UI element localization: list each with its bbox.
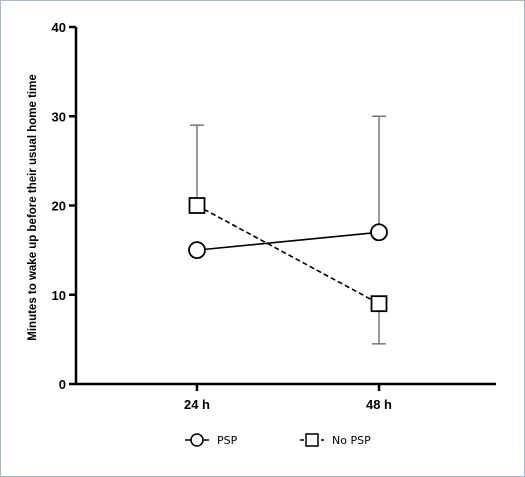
y-tick-label-1: 10 (52, 288, 66, 303)
error-bars (190, 115, 386, 345)
y-tick-label-3: 30 (52, 109, 66, 124)
x-tick-label-0: 24 h (184, 397, 210, 412)
series-markers (188, 197, 388, 313)
data-point-psp-1 (370, 223, 388, 242)
y-tick-label-4: 40 (52, 20, 66, 35)
data-point-no-psp-0 (188, 197, 206, 214)
legend-item-no-psp: No PSP (300, 433, 371, 447)
y-axis-ticks: 0 10 20 30 40 (52, 20, 76, 392)
error-bar-1-0-upper (190, 124, 204, 206)
legend-marker-1 (305, 433, 319, 447)
x-tick-label-1: 48 h (366, 397, 392, 412)
data-point-no-psp-1 (370, 295, 388, 313)
legend-item-psp: PSP (185, 433, 238, 447)
y-tick-label-0: 0 (59, 377, 66, 392)
series-line-psp (196, 231, 380, 251)
x-axis-ticks: 24 h 48 h (184, 384, 392, 412)
y-axis-label: Minutes to wake up before their usual ho… (27, 74, 39, 340)
legend-label-0: PSP (217, 434, 238, 447)
data-point-psp-0 (188, 241, 206, 260)
series-lines (196, 204, 380, 305)
axes (74, 27, 496, 386)
legend: PSP No PSP (185, 433, 371, 447)
legend-marker-0 (190, 433, 204, 447)
series-line-no-psp (196, 204, 380, 305)
legend-label-1: No PSP (332, 434, 371, 447)
error-bar-0-1-upper (372, 115, 386, 233)
y-tick-label-2: 20 (52, 199, 66, 214)
